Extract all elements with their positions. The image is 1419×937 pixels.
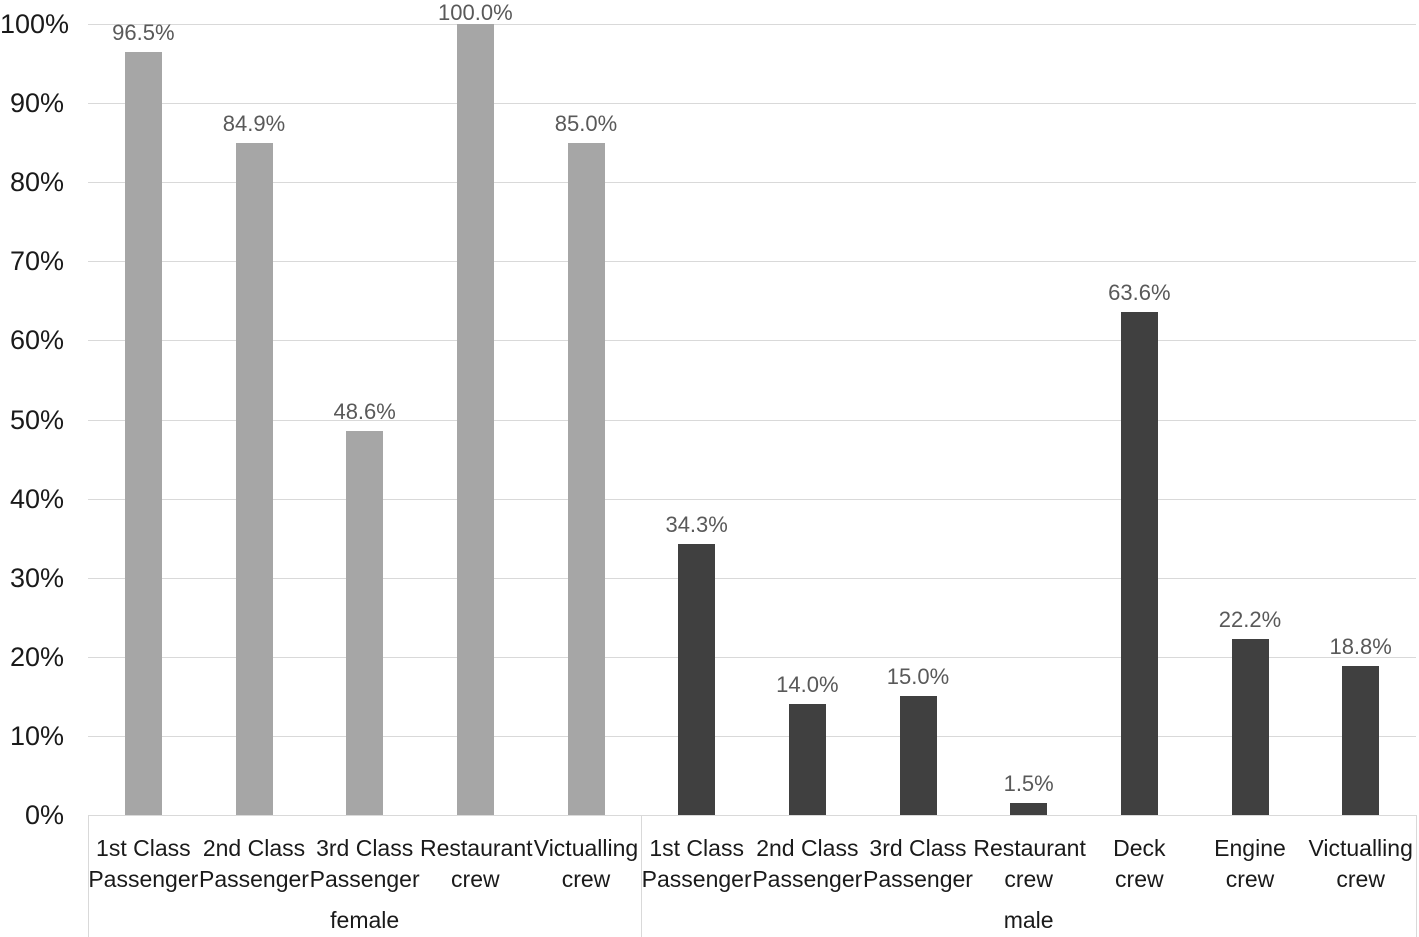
gridline xyxy=(88,24,1416,25)
y-tick-label: 80% xyxy=(9,167,64,198)
x-category-label: Victualling crew xyxy=(1305,833,1416,895)
bar-male-victualling-crew xyxy=(1342,666,1380,815)
data-label: 63.6% xyxy=(1108,279,1171,305)
gridline xyxy=(88,815,1416,816)
x-category-label-line: 3rd Class xyxy=(316,835,414,861)
data-label: 34.3% xyxy=(665,511,728,537)
data-label: 14.0% xyxy=(776,672,839,698)
gridline xyxy=(88,419,1416,421)
x-category-label-line: 3rd Class xyxy=(869,835,967,861)
bar-female-restaurant-crew xyxy=(456,24,494,815)
bar-female-victualling-crew xyxy=(567,142,605,815)
y-tick-label: 10% xyxy=(9,720,64,751)
gridline xyxy=(88,340,1416,342)
x-category-label: 2nd Class Passenger xyxy=(752,833,863,895)
bar-male-restaurant-crew xyxy=(1010,803,1048,815)
x-category-label: Restaurant crew xyxy=(973,833,1086,895)
bar-female-2nd-class-passenger xyxy=(235,143,273,815)
data-label: 84.9% xyxy=(222,111,286,137)
bar-female-3rd-class-passenger xyxy=(346,430,384,815)
x-category-label-line: Engine xyxy=(1214,835,1286,861)
x-category-label-line: 1st Class xyxy=(96,835,191,861)
x-category-label: 3rd Class Passenger xyxy=(309,833,420,895)
data-label: 100.0% xyxy=(438,0,513,25)
x-category-label-line: 2nd Class xyxy=(202,835,306,861)
x-category-label-line: Passenger xyxy=(752,866,863,892)
x-category-label-line: crew xyxy=(451,866,500,892)
gridline xyxy=(88,261,1416,263)
gridline xyxy=(88,577,1416,579)
x-category-label: Engine crew xyxy=(1195,833,1306,895)
x-category-label: Restaurant crew xyxy=(420,833,533,895)
y-tick-label: 60% xyxy=(9,325,64,356)
x-category-label-line: Passenger xyxy=(863,866,973,892)
bar-male-deck-crew xyxy=(1120,311,1158,815)
x-group-label-male: male xyxy=(1003,907,1054,933)
gridline xyxy=(88,498,1416,500)
y-tick-label: 30% xyxy=(9,562,64,593)
y-tick-label: 0% xyxy=(24,800,64,830)
bar-female-1st-class-passenger xyxy=(124,51,162,815)
x-category-label-line: Passenger xyxy=(309,866,420,892)
x-category-label-line: crew xyxy=(1004,866,1053,892)
y-tick-label: 20% xyxy=(9,641,64,672)
x-category-label: 1st Class Passenger xyxy=(88,833,199,895)
y-tick-label: 90% xyxy=(9,88,64,119)
x-category-label: 2nd Class Passenger xyxy=(199,833,310,895)
x-category-label-line: Restaurant xyxy=(420,835,533,861)
x-category-label-line: Deck xyxy=(1113,835,1166,861)
x-category-label-line: crew xyxy=(1115,866,1164,892)
x-category-label-line: Victualling xyxy=(533,835,639,861)
data-label: 22.2% xyxy=(1218,607,1282,633)
bar-male-2nd-class-passenger xyxy=(788,704,826,815)
x-category-label-line: crew xyxy=(1225,866,1275,892)
y-tick-label: 70% xyxy=(9,246,64,277)
x-category-label-line: 1st Class xyxy=(649,835,744,861)
data-label: 48.6% xyxy=(333,398,396,424)
data-label: 96.5% xyxy=(112,19,175,45)
axis-divider xyxy=(88,815,89,937)
x-category-label-line: Passenger xyxy=(641,866,752,892)
axis-divider xyxy=(641,815,643,937)
gridline xyxy=(88,103,1416,105)
y-tick-label: 50% xyxy=(9,404,64,435)
data-label: 18.8% xyxy=(1329,634,1392,660)
x-category-label-line: crew xyxy=(1336,866,1385,892)
x-category-label: Victualling crew xyxy=(531,833,642,895)
x-category-label-line: 2nd Class xyxy=(756,835,859,861)
x-category-label: 3rd Class Passenger xyxy=(863,833,974,895)
gridline xyxy=(88,735,1416,737)
x-category-label: 1st Class Passenger xyxy=(641,833,752,895)
data-label: 15.0% xyxy=(886,664,950,690)
data-label: 85.0% xyxy=(554,110,618,136)
axis-divider xyxy=(1416,815,1417,937)
y-tick-label: 40% xyxy=(9,483,64,514)
gridline xyxy=(88,182,1416,184)
x-category-label-line: Victualling xyxy=(1308,835,1413,861)
bar-male-3rd-class-passenger xyxy=(899,696,937,815)
x-group-label-female: female xyxy=(330,907,400,933)
x-category-label-line: Passenger xyxy=(199,866,309,892)
x-category-label-line: crew xyxy=(561,866,611,892)
bar-male-engine-crew xyxy=(1231,639,1269,815)
x-category-label-line: Passenger xyxy=(88,866,199,892)
y-tick-label: 100% xyxy=(0,9,70,39)
bar-male-1st-class-passenger xyxy=(678,543,716,815)
data-label: 1.5% xyxy=(1003,771,1054,797)
x-category-label: Deck crew xyxy=(1084,833,1195,895)
gridline xyxy=(88,656,1416,658)
x-category-label-line: Restaurant xyxy=(973,835,1086,861)
